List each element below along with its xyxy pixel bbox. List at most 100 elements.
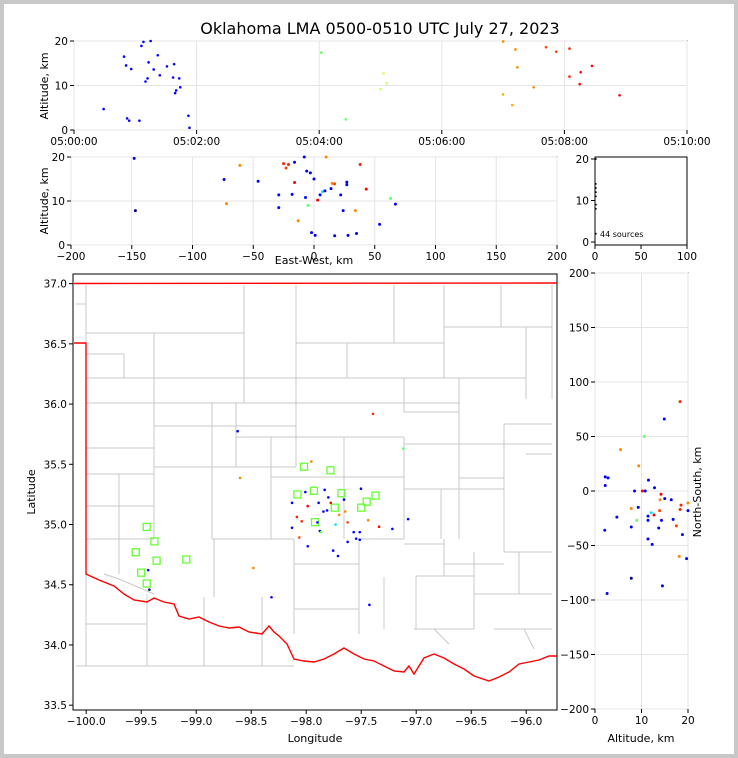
east-west-point	[238, 163, 242, 167]
east-west-xlabel: East-West, km	[275, 254, 353, 267]
plan-view-point	[371, 412, 375, 416]
east-west-point	[302, 155, 306, 159]
histogram-point	[595, 195, 597, 198]
plan-view-point	[366, 518, 370, 522]
time-height-point	[124, 64, 128, 67]
time-height-point	[158, 73, 162, 77]
time-height-point	[579, 70, 583, 74]
time-height-point	[510, 103, 514, 107]
histogram-panel: 0 50 100 0 10 20 44 sources	[576, 154, 697, 263]
north-south-point	[605, 591, 609, 595]
lma-station	[142, 522, 151, 532]
plan-view-point	[236, 429, 239, 433]
north-south-point	[646, 514, 650, 518]
east-west-point	[293, 160, 297, 164]
x-tick-label: −98.5	[235, 716, 267, 728]
lma-station	[152, 556, 161, 565]
plan-view-point	[406, 517, 410, 521]
time-height-point	[177, 77, 181, 80]
north-south-point	[653, 486, 657, 490]
time-height-point	[188, 126, 191, 130]
north-south-point	[640, 489, 644, 493]
y-tick-label: 36.0	[44, 399, 67, 411]
plan-view-point	[358, 538, 362, 542]
plan-view-point	[306, 544, 310, 548]
lma-station	[182, 555, 191, 564]
y-tick-label: 0	[582, 486, 589, 498]
plan-view-point	[300, 519, 304, 523]
figure-frame: Oklahoma LMA 0500-0510 UTC July 27, 2023…	[4, 4, 734, 754]
x-tick-label: 0	[311, 251, 318, 263]
east-west-point	[358, 162, 362, 166]
plan-view-point	[290, 501, 294, 505]
north-south-point	[629, 525, 633, 529]
plan-view-point	[358, 530, 362, 534]
plan-view-point	[270, 595, 273, 599]
time-height-point	[501, 40, 505, 43]
lma-station	[309, 486, 319, 495]
x-tick-label: 0	[592, 715, 599, 727]
east-west-point	[364, 187, 368, 191]
x-tick-label: −100	[178, 251, 207, 263]
north-south-point	[658, 509, 662, 513]
east-west-point	[329, 187, 333, 191]
y-tick-label: 36.5	[44, 339, 67, 351]
time-height-panel: 05:00:00 05:02:00 05:04:00 05:06:00 05:08:00…	[38, 36, 711, 148]
east-west-point	[284, 166, 288, 170]
y-tick-label: −100	[560, 595, 589, 607]
y-tick-label: 10	[52, 196, 65, 208]
lma-station	[326, 466, 335, 475]
x-tick-label: 50	[634, 251, 647, 263]
y-tick-label: 37.0	[44, 279, 67, 291]
north-south-point	[677, 554, 681, 558]
y-tick-label: 150	[569, 323, 589, 335]
time-height-point	[165, 65, 169, 68]
north-south-point	[652, 513, 656, 517]
east-west-point	[324, 155, 328, 159]
y-tick-label: 35.0	[44, 520, 67, 532]
east-west-point	[393, 202, 397, 206]
north-south-point	[659, 492, 663, 496]
east-west-point	[330, 181, 334, 185]
y-tick-label: 20	[576, 154, 589, 166]
time-height-point	[129, 67, 133, 71]
histogram-point	[595, 203, 597, 206]
east-west-point	[290, 192, 294, 196]
x-tick-label: 05:08:00	[541, 136, 588, 148]
east-west-point	[378, 222, 382, 226]
east-west-point	[333, 182, 337, 186]
time-height-point	[344, 118, 348, 121]
histogram-point	[595, 207, 597, 210]
plan-view-point	[343, 510, 347, 513]
x-tick-label: 20	[681, 715, 694, 727]
east-west-point	[296, 219, 300, 223]
time-height-point	[382, 72, 385, 75]
plan-view-point	[391, 527, 394, 531]
plan-view-point	[317, 501, 320, 505]
y-tick-label: 0	[582, 237, 589, 249]
north-south-panel: 0 10 20 −200 −150 −100 −50 0 50 100 150 200 North-S…	[560, 268, 704, 745]
east-west-point	[341, 209, 345, 213]
north-south-point	[646, 478, 650, 482]
y-tick-label: 33.5	[44, 700, 67, 712]
plan-view-point	[290, 526, 294, 530]
north-south-point	[662, 417, 666, 421]
x-tick-label: −99.0	[180, 716, 212, 728]
east-west-ylabel: Altitude, km	[38, 167, 51, 234]
lma-station	[131, 548, 140, 557]
east-west-point	[277, 206, 281, 210]
lma-station	[330, 503, 339, 512]
y-tick-label: 34.0	[44, 640, 67, 652]
east-west-panel: −200 −150 −100 −50 0 50 100 150 200 0 10 20 Altitud…	[38, 152, 567, 267]
north-south-point	[629, 576, 633, 580]
plan-view-point	[297, 536, 301, 539]
histogram-axes	[594, 156, 688, 246]
east-west-point	[306, 203, 310, 207]
time-height-point	[138, 119, 141, 122]
north-south-point	[657, 526, 661, 530]
y-tick-label: 0	[58, 240, 65, 252]
time-height-point	[102, 107, 105, 111]
east-west-point	[222, 177, 226, 181]
plan-view-point	[352, 530, 355, 534]
lma-station	[293, 490, 302, 499]
